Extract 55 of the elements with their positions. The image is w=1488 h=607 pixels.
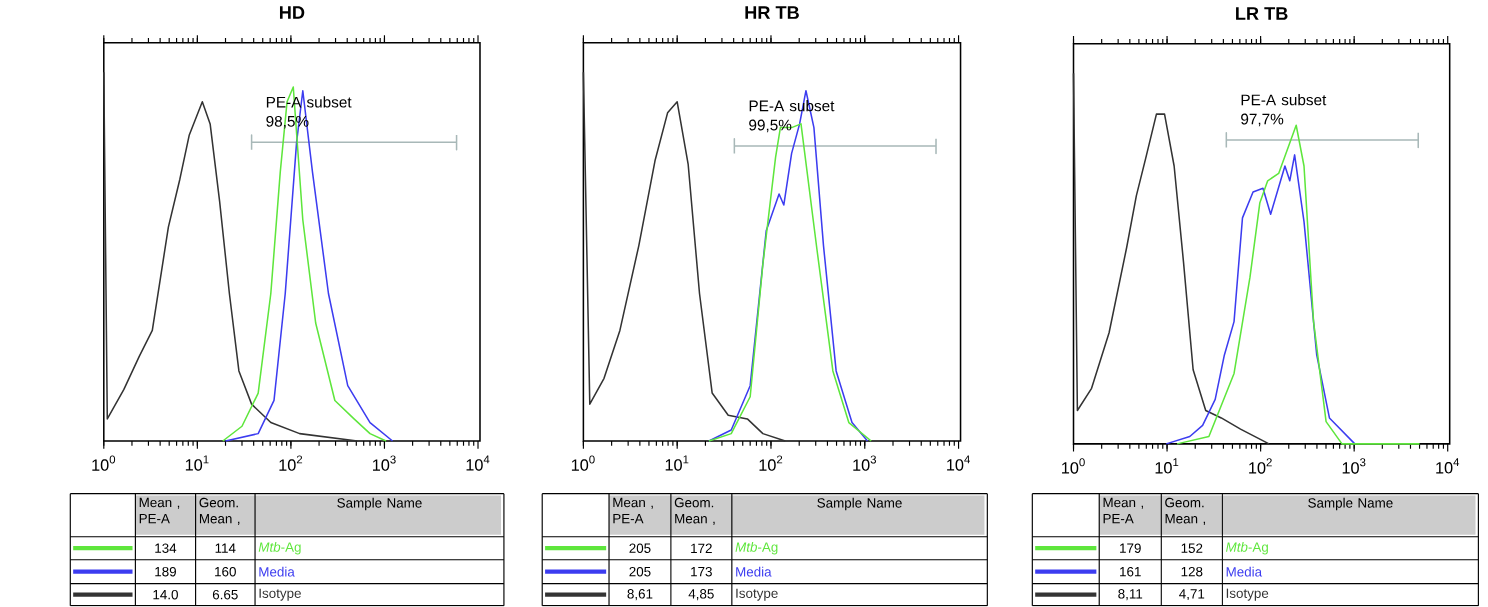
text: 8,11 <box>1118 589 1143 601</box>
text: Sample Name <box>817 498 902 511</box>
chart-title: HR TB <box>745 6 799 20</box>
text: 14.0 <box>153 590 178 600</box>
x-tick-label: 10$^{4}$ <box>1436 458 1460 474</box>
chart-title: HD <box>279 6 305 20</box>
text: Mtb-Ag <box>258 542 301 555</box>
text: Mean , PE-A <box>139 498 180 524</box>
text: 4,71 <box>1179 589 1205 601</box>
text: Sample Name <box>337 498 422 511</box>
x-tick-label: 10$^{1}$ <box>665 455 689 471</box>
text: Mean , PE-A <box>1103 498 1143 524</box>
chart-title: LR TB <box>1236 7 1288 20</box>
text: 114 <box>215 543 236 554</box>
x-tick-label: 10$^{1}$ <box>185 455 209 471</box>
x-tick-label: 10$^{0}$ <box>571 455 595 471</box>
x-tick-label: 10$^{0}$ <box>1062 458 1085 474</box>
x-tick-label: 10$^{4}$ <box>466 455 490 471</box>
text: 134 <box>155 543 177 554</box>
text: 152 <box>1181 543 1203 554</box>
text: 205 <box>629 567 651 577</box>
x-tick-label: 10$^{2}$ <box>279 455 303 471</box>
text: 128 <box>1181 567 1203 577</box>
text: Media <box>1226 566 1263 577</box>
text: 8,61 <box>627 589 653 601</box>
text: 4,85 <box>688 589 714 601</box>
text: Media <box>259 566 295 577</box>
text: 179 <box>1120 543 1141 554</box>
text: 205 <box>629 543 651 554</box>
x-tick-label: 10$^{3}$ <box>1342 458 1366 474</box>
text: Isotype <box>736 588 778 601</box>
text: Geom. Mean , <box>1165 498 1206 526</box>
x-tick-label: 10$^{4}$ <box>947 455 970 471</box>
annotation: PE-A subset 97,7% <box>1241 94 1327 127</box>
text: Mtb-Ag <box>1226 542 1268 555</box>
x-tick-label: 10$^{0}$ <box>92 455 116 471</box>
text: Isotype <box>1226 588 1269 601</box>
text: 161 <box>1120 567 1141 577</box>
x-tick-label: 10$^{2}$ <box>759 455 783 471</box>
x-tick-label: 10$^{2}$ <box>1249 458 1272 474</box>
text: Isotype <box>259 588 301 601</box>
text: 173 <box>691 567 712 577</box>
text: Geom. Mean , <box>674 498 715 526</box>
text: Mtb-Ag <box>735 542 778 555</box>
text: 172 <box>691 543 712 554</box>
text: Geom. Mean , <box>199 498 240 526</box>
x-tick-label: 10$^{1}$ <box>1155 458 1179 474</box>
x-tick-label: 10$^{3}$ <box>372 455 396 471</box>
x-tick-label: 10$^{3}$ <box>853 455 877 471</box>
text: 6.65 <box>212 590 238 600</box>
text: Media <box>736 566 772 577</box>
text: Sample Name <box>1308 498 1393 511</box>
text: 160 <box>215 567 236 577</box>
text: Mean , PE-A <box>613 498 653 524</box>
text: 189 <box>155 567 176 577</box>
